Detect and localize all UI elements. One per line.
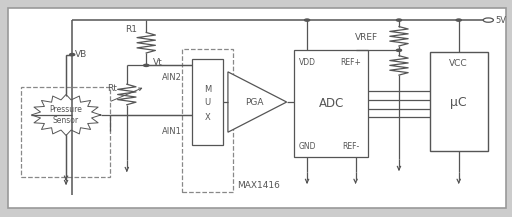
Text: R1: R1 bbox=[125, 25, 138, 34]
Circle shape bbox=[396, 49, 401, 51]
Text: AIN2: AIN2 bbox=[162, 73, 182, 82]
Bar bbox=[182, 49, 233, 192]
Text: GND: GND bbox=[298, 142, 316, 151]
Circle shape bbox=[144, 64, 149, 66]
Text: VB: VB bbox=[75, 50, 87, 59]
Text: MAX1416: MAX1416 bbox=[237, 181, 280, 189]
Text: VREF: VREF bbox=[355, 33, 378, 42]
Circle shape bbox=[305, 19, 310, 21]
Text: Pressure: Pressure bbox=[50, 105, 82, 114]
Text: Rt: Rt bbox=[107, 84, 117, 92]
Bar bbox=[430, 53, 488, 151]
Polygon shape bbox=[228, 72, 287, 132]
Text: VCC: VCC bbox=[450, 59, 468, 68]
Circle shape bbox=[456, 19, 461, 21]
Bar bbox=[294, 50, 368, 157]
Circle shape bbox=[483, 18, 494, 22]
Text: U: U bbox=[204, 97, 210, 107]
Text: ADC: ADC bbox=[319, 97, 344, 110]
Text: REF+: REF+ bbox=[340, 58, 361, 67]
Text: VDD: VDD bbox=[298, 58, 315, 67]
Text: μC: μC bbox=[451, 95, 467, 108]
Text: REF-: REF- bbox=[343, 142, 359, 151]
Text: M: M bbox=[204, 85, 211, 94]
Text: 5V: 5V bbox=[496, 16, 506, 25]
Bar bbox=[21, 87, 111, 178]
Bar bbox=[192, 59, 223, 145]
Text: Vt: Vt bbox=[153, 58, 163, 67]
Text: PGA: PGA bbox=[245, 97, 264, 107]
Text: AIN1: AIN1 bbox=[162, 127, 182, 136]
Text: Sensor: Sensor bbox=[53, 116, 79, 125]
Text: X: X bbox=[205, 113, 210, 122]
Circle shape bbox=[396, 19, 401, 21]
Circle shape bbox=[70, 54, 75, 56]
